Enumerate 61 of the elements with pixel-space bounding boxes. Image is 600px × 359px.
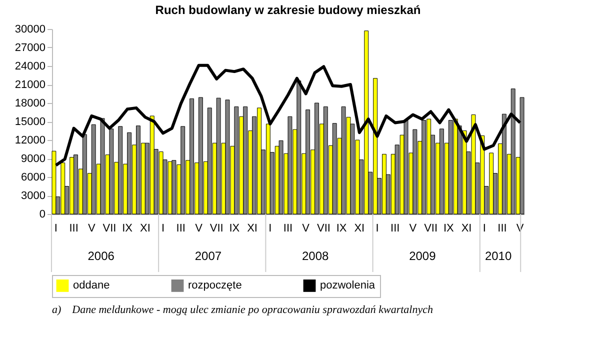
x-tick-label: V <box>409 222 418 234</box>
y-tick-label: 12000 <box>14 134 46 146</box>
y-tick-label: 0 <box>39 208 46 220</box>
x-tick-label: III <box>283 222 293 234</box>
y-tick-label: 3000 <box>21 190 46 202</box>
text: 2008 <box>302 249 329 263</box>
x-tick-label: VII <box>424 222 438 234</box>
bar <box>180 126 186 214</box>
x-tick-label: I <box>482 222 486 234</box>
y-tick-label: 30000 <box>14 24 46 36</box>
x-tick-label: III <box>390 222 400 234</box>
bar <box>127 132 132 214</box>
y-tick-label: 15000 <box>14 116 46 128</box>
bar <box>118 126 123 214</box>
bar <box>243 106 248 214</box>
x-tick-label: IX <box>336 222 348 234</box>
x-tick-label: I <box>376 222 379 234</box>
bar <box>306 110 310 214</box>
y-tick-label: 18000 <box>14 98 46 110</box>
x-tick-label: IX <box>443 222 455 234</box>
text: 2009 <box>409 249 436 263</box>
bar <box>216 98 221 214</box>
text: 2010 <box>484 249 512 263</box>
x-tick-label: VII <box>316 222 330 234</box>
y-tick-label: 6000 <box>21 172 46 184</box>
y-tick-label: 27000 <box>14 42 46 54</box>
bar <box>172 160 176 214</box>
bar <box>278 140 284 214</box>
y-tick-label: 9000 <box>21 153 46 165</box>
x-tick-label: XI <box>354 222 365 234</box>
bar <box>332 123 337 214</box>
bar <box>225 100 230 214</box>
y-tick-label: 24000 <box>14 60 46 72</box>
legend-label: pozwolenia <box>320 280 376 292</box>
chart-title: Ruch budowlany w zakresie budowy mieszkań <box>155 3 421 17</box>
x-tick-label: VII <box>210 222 224 234</box>
x-tick-label: I <box>268 222 272 234</box>
x-tick-label: VII <box>102 222 116 234</box>
x-tick-label: V <box>195 222 204 234</box>
text: 2007 <box>194 249 222 263</box>
legend-label: oddane <box>73 280 110 292</box>
x-tick-label: III <box>176 222 186 234</box>
x-tick-label: XI <box>140 222 150 234</box>
text: a) Dane meldunkowe - mogą ulec zmianie po opracowaniu sprawozdań kwartalnych <box>52 304 434 316</box>
x-tick-label: XI <box>461 222 472 234</box>
x-tick-label: I <box>54 222 58 234</box>
bar <box>412 129 418 214</box>
x-tick-label: I <box>162 222 165 234</box>
x-tick-label: III <box>498 222 507 234</box>
legend-label: rozpoczęte <box>188 280 242 292</box>
text: 2006 <box>88 249 115 263</box>
bar <box>234 106 239 214</box>
y-tick-label: 21000 <box>14 79 46 91</box>
bar <box>91 124 96 214</box>
x-tick-label: III <box>69 222 78 234</box>
x-tick-label: V <box>302 222 310 234</box>
x-tick-label: XI <box>247 222 258 234</box>
x-tick-label: IX <box>229 222 240 234</box>
x-tick-label: IX <box>122 222 134 234</box>
bar <box>288 116 292 214</box>
x-tick-label: V <box>88 222 96 234</box>
